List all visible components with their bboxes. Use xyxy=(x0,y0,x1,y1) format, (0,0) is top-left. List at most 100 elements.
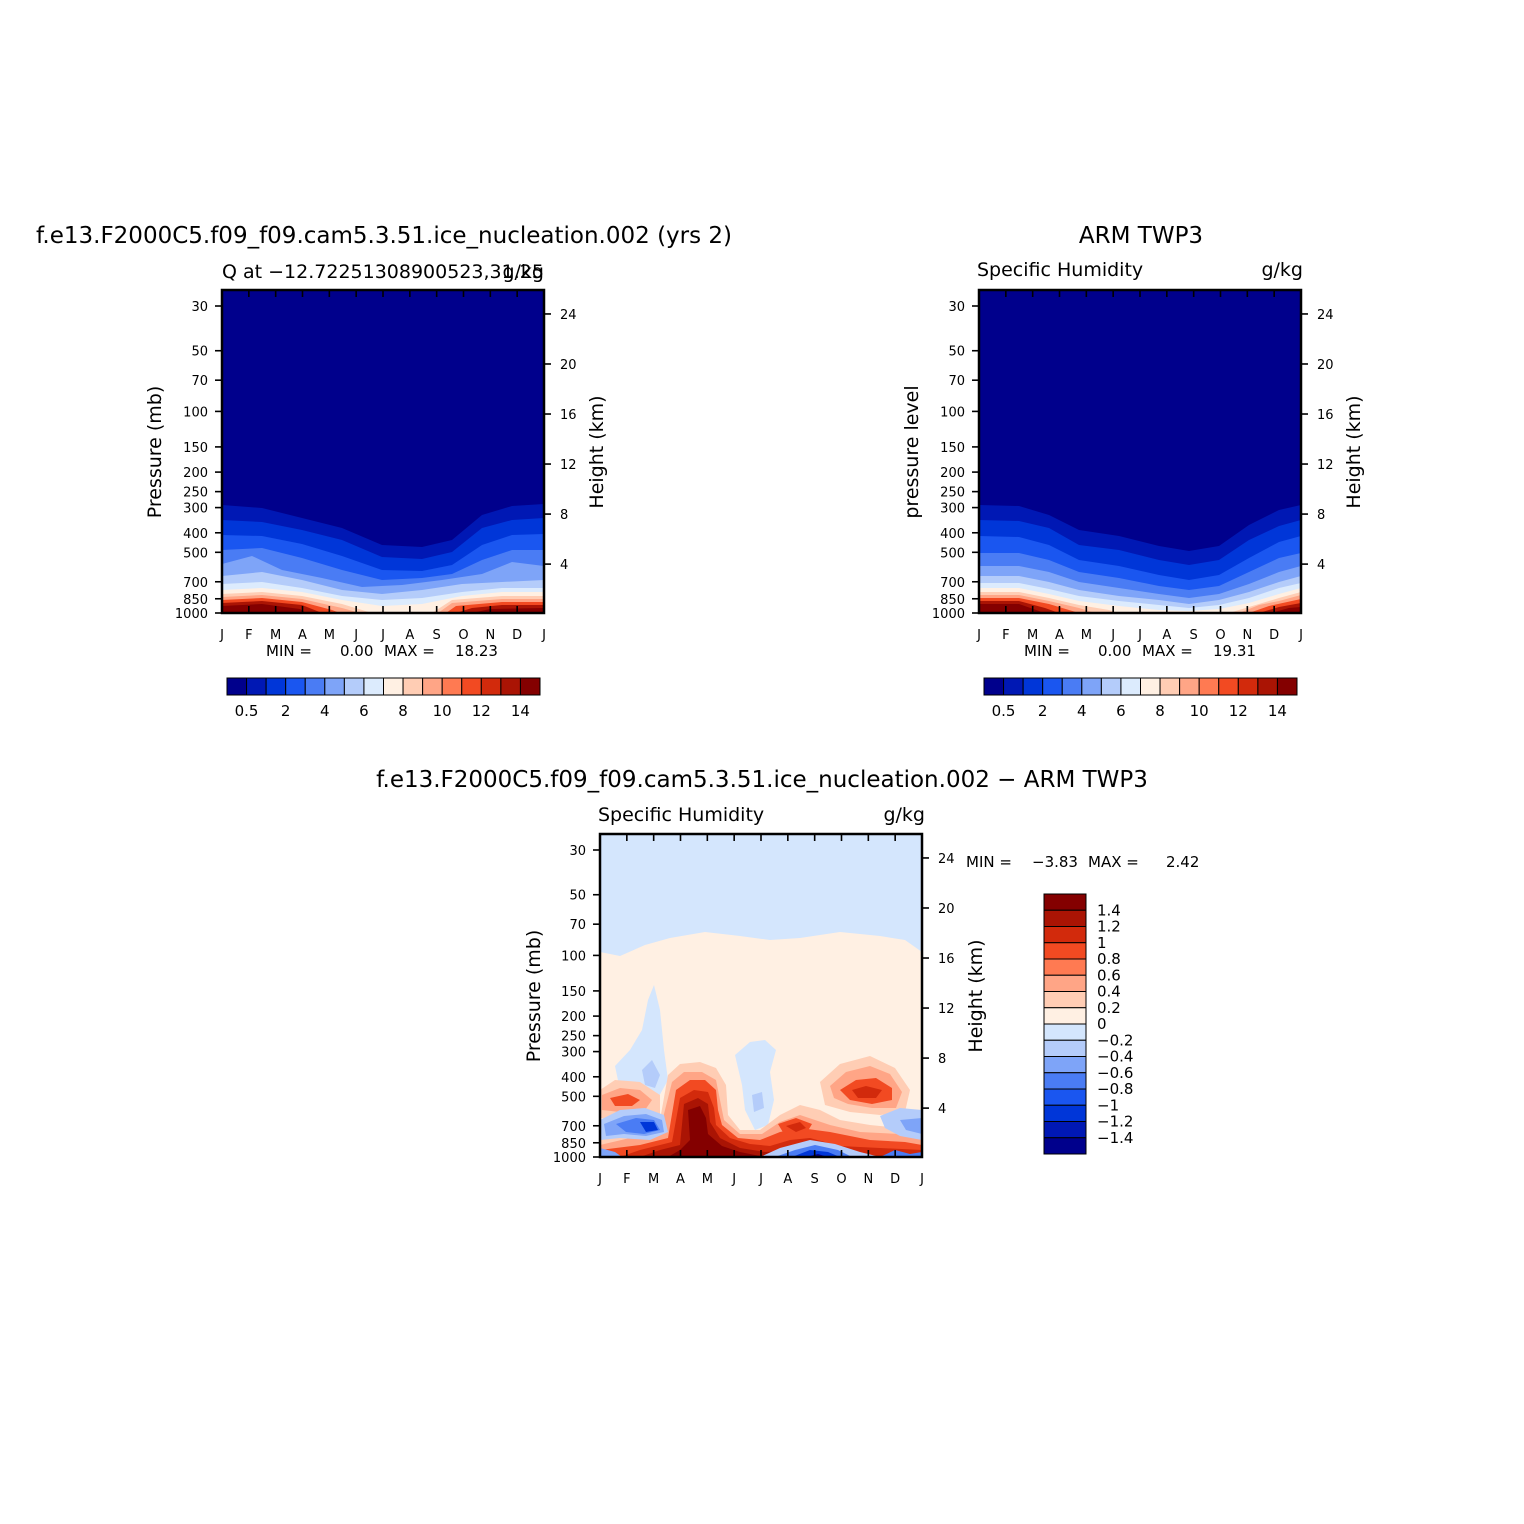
y-tick-label: 250 xyxy=(940,486,965,501)
panel3-ylabel-right: Height (km) xyxy=(965,939,987,1052)
y-tick-label: 70 xyxy=(948,374,965,389)
colorbar-swatch xyxy=(1043,926,1087,944)
y-tick-label: 1000 xyxy=(932,607,965,622)
colorbar-label: 0.5 xyxy=(992,702,1016,720)
x-tick-label: M xyxy=(1081,628,1092,643)
panel1-colorbar: 0.5 2 4 6 8 10 12 14 xyxy=(226,677,541,720)
x-tick-label: J xyxy=(597,1172,602,1187)
colorbar-label: 12 xyxy=(1229,702,1248,720)
y-tick-label: 700 xyxy=(561,1120,586,1135)
y-right-tick-label: 8 xyxy=(560,508,568,523)
colorbar-label: 14 xyxy=(1268,702,1287,720)
y-right-tick-label: 20 xyxy=(938,902,955,917)
colorbar-swatch xyxy=(500,677,521,696)
colorbar-swatch xyxy=(422,677,443,696)
y-tick-label: 150 xyxy=(561,985,586,1000)
colorbar-label: −0.4 xyxy=(1097,1048,1133,1066)
y-tick-label: 1000 xyxy=(553,1151,586,1166)
y-right-tick-label: 24 xyxy=(938,852,955,867)
panel1-max-value: 18.23 xyxy=(455,642,498,660)
y-right-tick-label: 24 xyxy=(1317,308,1334,323)
x-tick-label: N xyxy=(485,628,495,643)
y-tick-label: 70 xyxy=(569,918,586,933)
colorbar-label: 0.8 xyxy=(1097,950,1121,968)
colorbar-label: 14 xyxy=(511,702,530,720)
panel3-ylabel: Pressure (mb) xyxy=(523,930,545,1063)
y-tick-label: 50 xyxy=(191,345,208,360)
colorbar-label: 8 xyxy=(398,702,408,720)
panel3-subtitle-right: g/kg xyxy=(883,804,925,826)
colorbar-swatch xyxy=(1179,677,1200,696)
colorbar-swatch xyxy=(519,677,541,696)
colorbar-swatch xyxy=(1237,677,1259,696)
y-tick-label: 30 xyxy=(948,300,965,315)
y-tick-label: 150 xyxy=(183,441,208,456)
panel2-ylabel-right: Height (km) xyxy=(1343,395,1365,508)
x-tick-label: A xyxy=(298,628,307,643)
colorbar-label: 2 xyxy=(1038,702,1048,720)
x-tick-label: J xyxy=(219,628,224,643)
colorbar-swatch xyxy=(1043,1072,1087,1090)
colorbar-swatch xyxy=(1043,909,1087,927)
colorbar-swatch xyxy=(1043,1104,1087,1122)
y-tick-label: 300 xyxy=(940,502,965,517)
panel3-title: f.e13.F2000C5.f09_f09.cam5.3.51.ice_nucl… xyxy=(376,767,1148,793)
y-tick-label: 300 xyxy=(561,1046,586,1061)
colorbar-label: 6 xyxy=(359,702,369,720)
y-tick-label: 50 xyxy=(948,345,965,360)
colorbar-swatch xyxy=(983,677,1005,696)
panel2-min-value: 0.00 xyxy=(1098,642,1131,660)
panel3-min-value: −3.83 xyxy=(1032,853,1078,871)
y-right-tick-label: 24 xyxy=(560,308,577,323)
x-tick-label: M xyxy=(324,628,335,643)
y-right-tick-label: 16 xyxy=(560,408,577,423)
colorbar-swatch xyxy=(1120,677,1141,696)
x-tick-label: N xyxy=(1242,628,1252,643)
colorbar-swatch xyxy=(1043,1039,1087,1057)
y-tick-label: 50 xyxy=(569,889,586,904)
y-tick-label: 300 xyxy=(183,502,208,517)
y-tick-label: 400 xyxy=(183,527,208,542)
colorbar-swatch xyxy=(1043,1056,1087,1074)
x-tick-label: F xyxy=(245,628,252,643)
y-tick-label: 100 xyxy=(183,405,208,420)
colorbar-label: 1 xyxy=(1097,934,1107,952)
panel2-field xyxy=(979,290,1301,613)
colorbar-swatch xyxy=(1043,942,1087,960)
colorbar-swatch xyxy=(1043,893,1087,911)
panel1-title: f.e13.F2000C5.f09_f09.cam5.3.51.ice_nucl… xyxy=(36,223,732,249)
x-tick-label: S xyxy=(433,628,441,643)
colorbar-label: 0.5 xyxy=(235,702,259,720)
y-right-tick-label: 16 xyxy=(1317,408,1334,423)
colorbar-swatch xyxy=(1043,1121,1087,1139)
colorbar-swatch xyxy=(265,677,287,696)
panel3-colorbar: 1.41.210.80.60.40.20−0.2−0.4−0.6−0.8−1−1… xyxy=(1043,893,1133,1155)
colorbar-swatch xyxy=(246,677,267,696)
panel2-min-label: MIN = xyxy=(1024,642,1070,660)
y-tick-label: 1000 xyxy=(175,607,208,622)
x-tick-label: J xyxy=(731,1172,736,1187)
x-tick-label: J xyxy=(1298,628,1303,643)
colorbar-swatch xyxy=(1061,677,1083,696)
x-tick-label: J xyxy=(353,628,358,643)
colorbar-swatch xyxy=(324,677,345,696)
panel3-field xyxy=(600,834,922,1157)
x-tick-label: M xyxy=(702,1172,713,1187)
x-tick-label: A xyxy=(405,628,414,643)
x-tick-label: J xyxy=(919,1172,924,1187)
panel1-ylabel: Pressure (mb) xyxy=(144,386,166,519)
colorbar-label: 6 xyxy=(1116,702,1126,720)
x-tick-label: O xyxy=(1215,628,1225,643)
colorbar-swatch xyxy=(1043,958,1087,976)
colorbar-label: −1.4 xyxy=(1097,1129,1133,1147)
y-tick-label: 850 xyxy=(183,593,208,608)
x-tick-label: J xyxy=(1110,628,1115,643)
panel1-field xyxy=(222,290,544,613)
y-tick-label: 850 xyxy=(940,593,965,608)
colorbar-label: 0.4 xyxy=(1097,983,1121,1001)
y-tick-label: 200 xyxy=(183,466,208,481)
y-right-tick-label: 20 xyxy=(560,358,577,373)
